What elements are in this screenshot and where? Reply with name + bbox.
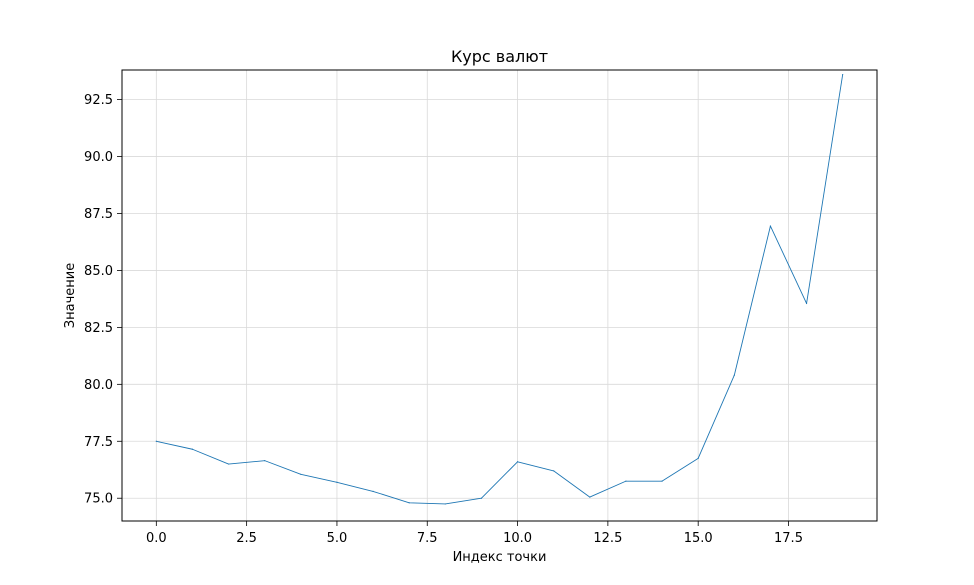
y-tick-label: 75.0 xyxy=(84,492,113,507)
data-point xyxy=(372,490,374,492)
axis-ticks: 0.0 2.5 5.0 7.5 10.0 12.5 15.0 17.5 75.0 77.5 80.0… xyxy=(84,93,803,546)
data-point xyxy=(589,496,591,498)
data-point xyxy=(661,480,663,482)
data-point xyxy=(697,457,699,459)
data-point xyxy=(516,461,519,463)
y-tick-label: 87.5 xyxy=(84,207,113,222)
data-point xyxy=(553,470,555,472)
data-point xyxy=(264,460,266,462)
y-tick-label: 80.0 xyxy=(84,378,113,393)
y-tick-label: 85.0 xyxy=(84,264,113,279)
y-tick-label: 90.0 xyxy=(84,150,113,165)
data-point xyxy=(625,480,627,482)
data-point xyxy=(408,502,410,504)
series-layer xyxy=(155,73,844,505)
data-point xyxy=(191,448,194,450)
y-tick-label: 77.5 xyxy=(84,435,113,450)
data-point xyxy=(444,503,446,505)
x-tick-label: 17.5 xyxy=(774,531,803,546)
x-tick-label: 12.5 xyxy=(593,531,622,546)
y-tick-label: 92.5 xyxy=(84,93,113,108)
x-tick-label: 15.0 xyxy=(684,531,713,546)
x-tick-label: 7.5 xyxy=(417,531,438,546)
chart-title: Курс валют xyxy=(451,47,548,66)
x-tick-label: 10.0 xyxy=(503,531,532,546)
data-point xyxy=(769,225,772,227)
x-axis-label: Индекс точки xyxy=(453,550,547,565)
data-point xyxy=(480,497,483,499)
y-axis-label: Значение xyxy=(63,263,78,328)
data-point xyxy=(227,463,230,465)
series-line xyxy=(156,74,844,505)
data-point xyxy=(336,481,338,483)
y-tick-label: 82.5 xyxy=(84,321,113,336)
data-point xyxy=(805,302,808,305)
data-point xyxy=(300,473,302,475)
x-tick-label: 0.0 xyxy=(146,531,167,546)
plot-frame xyxy=(121,69,878,522)
grid xyxy=(122,70,877,521)
x-tick-label: 2.5 xyxy=(236,531,257,546)
data-point xyxy=(733,374,735,376)
data-point xyxy=(155,440,157,442)
x-tick-label: 5.0 xyxy=(327,531,348,546)
data-point xyxy=(842,73,844,76)
